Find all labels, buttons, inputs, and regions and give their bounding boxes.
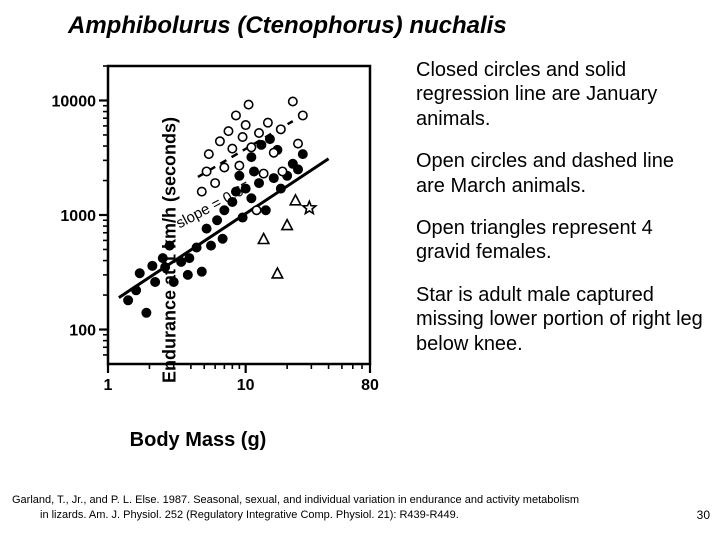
- svg-text:100: 100: [69, 323, 96, 340]
- title-subgenus: (Ctenophorus): [237, 12, 409, 39]
- figure-title: Amphibolurus (Ctenophorus) nuchalis: [68, 12, 507, 40]
- x-axis-label: Body Mass (g): [130, 429, 267, 452]
- svg-text:1000: 1000: [60, 208, 96, 225]
- citation: Garland, T., Jr., and P. L. Else. 1987. …: [12, 493, 672, 522]
- citation-line2: in lizards. Am. J. Physiol. 252 (Regulat…: [12, 508, 672, 522]
- svg-text:80: 80: [361, 377, 379, 394]
- chart-container: Endurance at 1 km/h (seconds) 1108010010…: [8, 50, 388, 450]
- title-genus: Amphibolurus: [68, 12, 231, 39]
- svg-text:1: 1: [104, 377, 113, 394]
- legend-gravid: Open triangles represent 4 gravid female…: [416, 216, 706, 265]
- legend-january: Closed circles and solid regression line…: [416, 58, 706, 131]
- svg-text:10000: 10000: [52, 93, 97, 110]
- title-species: nuchalis: [409, 12, 506, 39]
- scatter-plot: 11080100100010000slope = 0.65: [50, 56, 380, 406]
- legend-star: Star is adult male captured missing lowe…: [416, 283, 706, 356]
- svg-text:10: 10: [237, 377, 255, 394]
- citation-line1: Garland, T., Jr., and P. L. Else. 1987. …: [12, 494, 579, 506]
- legend-text-block: Closed circles and solid regression line…: [416, 58, 706, 374]
- slide-number: 30: [697, 508, 710, 522]
- legend-march: Open circles and dashed line are March a…: [416, 149, 706, 198]
